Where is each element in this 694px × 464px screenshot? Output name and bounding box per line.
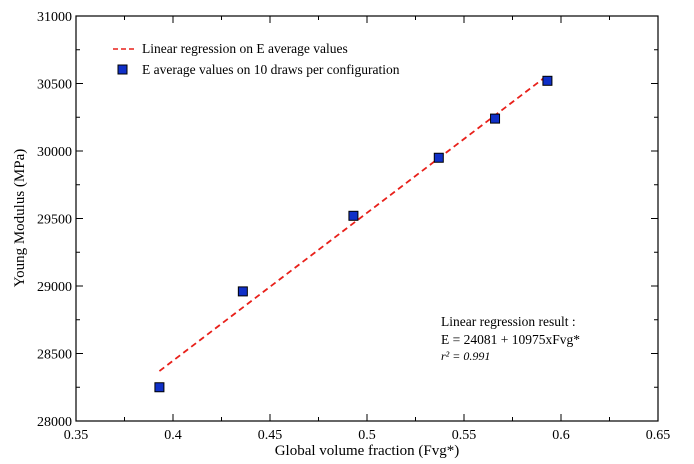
series-layer xyxy=(154,74,553,393)
data-point xyxy=(154,382,165,393)
y-axis-tick-labels: 28000 28500 29000 29500 30000 30500 31000 xyxy=(37,10,72,430)
data-point xyxy=(490,113,501,124)
x-tick-label: 0.5 xyxy=(358,428,376,443)
x-tick-label: 0.55 xyxy=(452,428,477,443)
x-tick-label: 0.35 xyxy=(64,428,89,443)
y-tick-label: 29000 xyxy=(37,280,72,295)
y-tick-label: 29500 xyxy=(37,213,72,228)
data-point xyxy=(542,75,553,86)
data-point xyxy=(433,152,444,163)
y-tick-label: 30500 xyxy=(37,78,72,93)
x-tick-label: 0.4 xyxy=(164,428,182,443)
y-axis-title: Young Modulus (MPa) xyxy=(12,149,28,288)
x-axis-tick-labels: 0.35 0.4 0.45 0.5 0.55 0.6 0.65 xyxy=(64,428,671,443)
x-tick-label: 0.6 xyxy=(552,428,570,443)
x-tick-label: 0.45 xyxy=(258,428,283,443)
x-tick-label: 0.65 xyxy=(646,428,671,443)
annotation-line1: Linear regression result : xyxy=(441,314,576,329)
legend-label-regression: Linear regression on E average values xyxy=(142,41,348,56)
legend-label-points: E average values on 10 draws per configu… xyxy=(142,62,400,77)
annotation-line2: E = 24081 + 10975xFvg* xyxy=(441,332,580,347)
annotation-line3: r² = 0.991 xyxy=(441,349,490,363)
y-tick-label: 31000 xyxy=(37,10,72,25)
regression-annotation: Linear regression result : E = 24081 + 1… xyxy=(441,314,580,363)
legend: Linear regression on E average values E … xyxy=(113,41,400,77)
data-point xyxy=(348,210,359,221)
x-axis-ticks xyxy=(75,16,659,421)
data-point xyxy=(237,286,248,297)
regression-line xyxy=(158,74,548,372)
y-tick-label: 30000 xyxy=(37,145,72,160)
legend-square-swatch xyxy=(117,64,128,75)
y-axis-ticks xyxy=(76,15,658,422)
y-tick-label: 28500 xyxy=(37,348,72,363)
y-tick-label: 28000 xyxy=(37,415,72,430)
x-axis-title: Global volume fraction (Fvg*) xyxy=(275,443,460,459)
